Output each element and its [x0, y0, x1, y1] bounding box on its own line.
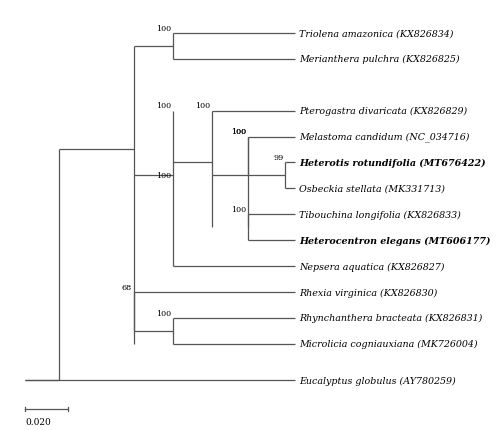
Text: 100: 100 [231, 128, 246, 136]
Text: Osbeckia stellata (MK331713): Osbeckia stellata (MK331713) [299, 184, 445, 194]
Text: Nepsera aquatica (KX826827): Nepsera aquatica (KX826827) [299, 262, 444, 271]
Text: Melastoma candidum (NC_034716): Melastoma candidum (NC_034716) [299, 132, 470, 142]
Text: Pterogastra divaricata (KX826829): Pterogastra divaricata (KX826829) [299, 107, 468, 116]
Text: Triolena amazonica (KX826834): Triolena amazonica (KX826834) [299, 29, 454, 38]
Text: Heterotis rotundifolia (MT676422): Heterotis rotundifolia (MT676422) [299, 159, 486, 168]
Text: 100: 100 [231, 128, 246, 136]
Text: Tibouchina longifolia (KX826833): Tibouchina longifolia (KX826833) [299, 210, 461, 219]
Text: 100: 100 [156, 309, 171, 317]
Text: Microlicia cogniauxiana (MK726004): Microlicia cogniauxiana (MK726004) [299, 340, 478, 349]
Text: 99: 99 [273, 154, 283, 162]
Text: 100: 100 [156, 172, 171, 180]
Text: 100: 100 [156, 102, 171, 110]
Text: 100: 100 [195, 102, 210, 110]
Text: Rhexia virginica (KX826830): Rhexia virginica (KX826830) [299, 288, 438, 297]
Text: Rhynchanthera bracteata (KX826831): Rhynchanthera bracteata (KX826831) [299, 313, 482, 323]
Text: Heterocentron elegans (MT606177): Heterocentron elegans (MT606177) [299, 236, 490, 245]
Text: 100: 100 [231, 206, 246, 213]
Text: Merianthera pulchra (KX826825): Merianthera pulchra (KX826825) [299, 55, 460, 64]
Text: 0.020: 0.020 [26, 417, 51, 426]
Text: Eucalyptus globulus (AY780259): Eucalyptus globulus (AY780259) [299, 376, 456, 385]
Text: 100: 100 [156, 25, 171, 33]
Text: 68: 68 [122, 283, 132, 291]
